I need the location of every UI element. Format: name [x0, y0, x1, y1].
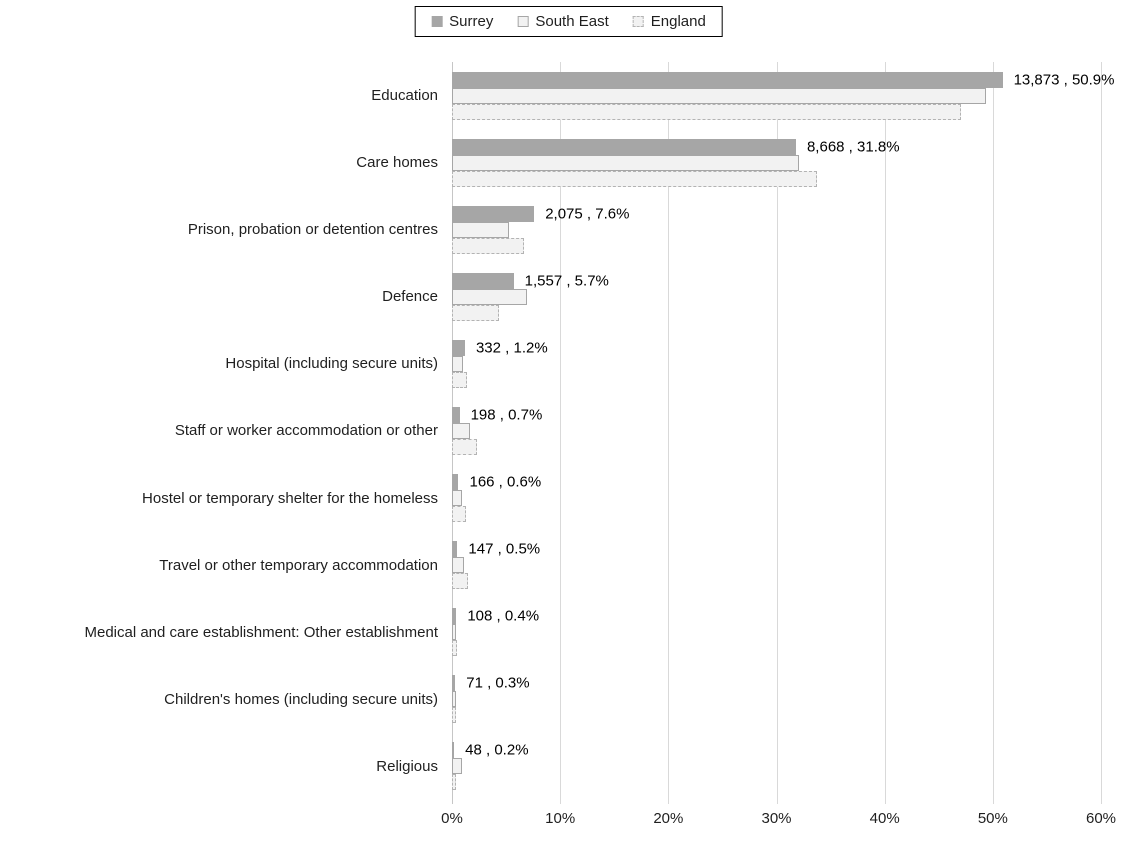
bar-england — [452, 774, 457, 791]
gridline — [668, 62, 669, 804]
bar-group — [452, 733, 1102, 800]
bar-group — [452, 62, 1102, 129]
legend-swatch-england — [632, 16, 644, 27]
bar-south-east — [452, 355, 463, 372]
bar-surrey — [452, 675, 456, 692]
gridline — [560, 62, 561, 804]
legend-item-surrey: Surrey — [431, 13, 493, 30]
gridline — [1101, 62, 1102, 804]
bar-surrey — [452, 474, 459, 491]
category-label: Religious — [376, 757, 438, 775]
data-label: 166 , 0.6% — [469, 473, 542, 491]
bar-england — [452, 640, 458, 657]
bar-group — [452, 599, 1102, 666]
data-label: 13,873 , 50.9% — [1013, 71, 1115, 89]
data-label: 1,557 , 5.7% — [524, 272, 609, 290]
bar-south-east — [452, 758, 462, 775]
x-tick-label: 10% — [545, 810, 576, 827]
bar-surrey — [452, 205, 535, 222]
bar-surrey — [452, 406, 460, 423]
legend-swatch-south-east — [517, 16, 529, 27]
bar-south-east — [452, 288, 527, 305]
bar-surrey — [452, 71, 1003, 88]
bar-surrey — [452, 339, 465, 356]
data-label: 108 , 0.4% — [467, 607, 540, 625]
chart-legend: Surrey South East England — [414, 6, 723, 37]
bar-group — [452, 263, 1102, 330]
x-tick-label: 20% — [653, 810, 684, 827]
bar-surrey — [452, 272, 514, 289]
plot-area: 13,873 , 50.9% 8,668 , 31.8% 2,075 , 7.6% 1… — [452, 62, 1114, 804]
bar-surrey — [452, 541, 458, 558]
bar-group — [452, 129, 1102, 196]
bar-surrey — [452, 138, 796, 155]
data-label: 71 , 0.3% — [466, 674, 530, 692]
legend-label: England — [650, 13, 706, 30]
bar-england — [452, 103, 962, 120]
data-label: 2,075 , 7.6% — [545, 205, 630, 223]
category-label: Hostel or temporary shelter for the home… — [142, 489, 438, 507]
category-label: Medical and care establishment: Other es… — [84, 623, 438, 641]
bar-england — [452, 707, 456, 724]
gridline — [993, 62, 994, 804]
category-label: Prison, probation or detention centres — [187, 221, 438, 239]
category-label: Travel or other temporary accommodation — [159, 556, 438, 574]
data-label: 8,668 , 31.8% — [806, 138, 900, 156]
bar-england — [452, 304, 499, 321]
category-label: Children's homes (including secure units… — [164, 690, 438, 708]
x-tick-label: 0% — [441, 810, 463, 827]
bar-group — [452, 666, 1102, 733]
bar-group — [452, 532, 1102, 599]
bar-england — [452, 573, 469, 590]
bar-south-east — [452, 624, 457, 641]
bar-surrey — [452, 608, 457, 625]
bar-england — [452, 170, 817, 187]
bar-group — [452, 397, 1102, 464]
x-tick-label: 30% — [761, 810, 792, 827]
data-label: 198 , 0.7% — [470, 406, 543, 424]
bar-england — [452, 438, 477, 455]
gridline — [777, 62, 778, 804]
bar-surrey — [452, 742, 455, 759]
bar-south-east — [452, 422, 471, 439]
bar-england — [452, 506, 467, 523]
bar-south-east — [452, 154, 800, 171]
bar-group — [452, 330, 1102, 397]
legend-item-south-east: South East — [517, 13, 609, 30]
category-label: Education — [371, 87, 438, 104]
bar-south-east — [452, 691, 457, 708]
data-label: 332 , 1.2% — [475, 339, 548, 357]
category-label: Defence — [382, 288, 438, 306]
bar-group — [452, 196, 1102, 263]
x-tick-label: 60% — [1085, 810, 1117, 827]
x-tick-label: 40% — [869, 810, 900, 827]
bar-south-east — [452, 87, 987, 104]
category-label: Staff or worker accommodation or other — [174, 422, 438, 440]
bar-south-east — [452, 557, 464, 574]
bar-south-east — [452, 490, 462, 507]
data-label: 48 , 0.2% — [465, 741, 529, 759]
category-label: Care homes — [356, 154, 438, 172]
legend-label: South East — [535, 13, 609, 30]
gridline — [885, 62, 886, 804]
legend-item-england: England — [632, 13, 706, 30]
x-tick-label: 50% — [977, 810, 1008, 827]
bar-south-east — [452, 221, 510, 238]
data-label: 147 , 0.5% — [468, 540, 541, 558]
bar-group — [452, 465, 1102, 532]
legend-swatch-surrey — [431, 16, 443, 27]
legend-label: Surrey — [449, 13, 494, 30]
bar-england — [452, 371, 468, 388]
bar-england — [452, 237, 525, 254]
category-label: Hospital (including secure units) — [225, 355, 438, 373]
